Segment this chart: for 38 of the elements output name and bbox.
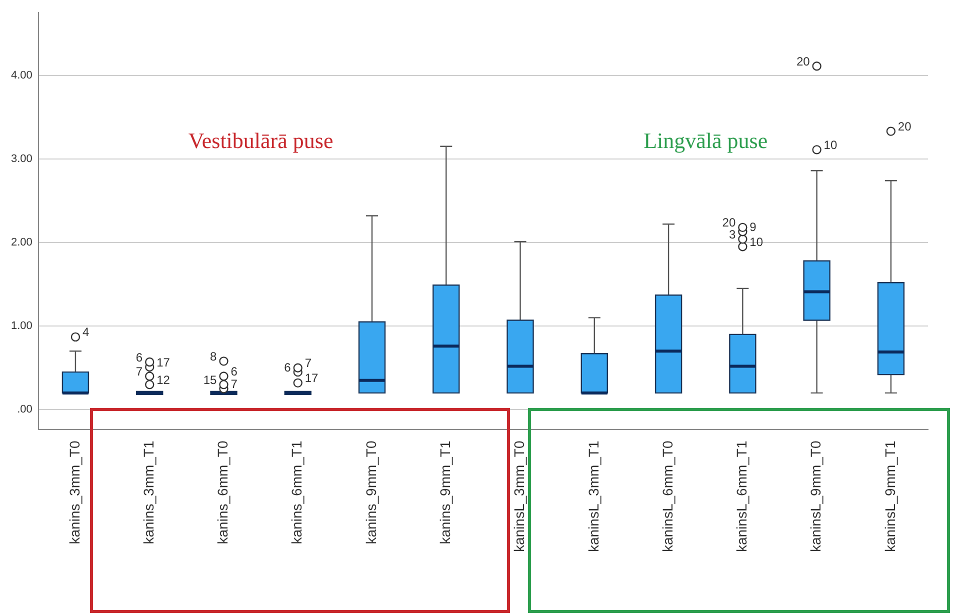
x-tick-label: kaninsL_6mm_T0	[659, 440, 676, 552]
annotation: 9	[750, 220, 757, 234]
annotation: 17	[304, 371, 319, 386]
annotation: 20	[796, 54, 810, 68]
y-tick-label: 4.00	[10, 69, 32, 82]
annotation: 8	[210, 349, 218, 364]
annotation: Lingvālā puse	[644, 128, 768, 153]
y-tick-label: .00	[17, 404, 32, 416]
annotation: 4	[82, 325, 90, 340]
x-tick-label: kanins_9mm_T1	[437, 440, 453, 544]
annotation: 20	[898, 120, 912, 134]
x-tick-label: kaninsL_3mm_T0	[511, 440, 528, 552]
x-tick-label: kaninsL_6mm_T1	[734, 440, 750, 552]
annotation: 6	[284, 360, 292, 374]
x-tick-label: kanins_9mm_T0	[362, 440, 379, 544]
x-tick-label: kanins_3mm_T1	[140, 440, 156, 544]
annotation: 3	[728, 227, 736, 242]
y-tick-label: 1.00	[10, 320, 32, 332]
y-tick-label: 3.00	[10, 152, 32, 165]
annotation: 10	[824, 138, 838, 152]
x-tick-label: kanins_6mm_T0	[214, 440, 231, 544]
x-tick-label: kaninsL_9mm_T1	[882, 440, 898, 552]
x-tick-label: kaninsL_3mm_T1	[585, 440, 602, 552]
annotation: 12	[156, 372, 170, 387]
x-tick-label: kaninsL_9mm_T0	[808, 440, 824, 552]
annotation: 7	[136, 364, 143, 379]
annotation: 6	[230, 364, 238, 379]
annotation: 6	[136, 350, 143, 364]
annotation: 17	[156, 355, 170, 370]
annotation: 15	[203, 372, 218, 387]
annotation: 7	[230, 377, 238, 392]
x-tick-label: kanins_3mm_T0	[66, 440, 82, 544]
annotation: 7	[304, 356, 312, 370]
x-tick-label: kanins_6mm_T1	[288, 440, 305, 544]
annotation: 20	[722, 216, 736, 230]
annotation: Vestibulārā puse	[188, 128, 334, 153]
y-tick-label: 2.00	[10, 236, 32, 249]
annotation: 10	[750, 234, 764, 249]
